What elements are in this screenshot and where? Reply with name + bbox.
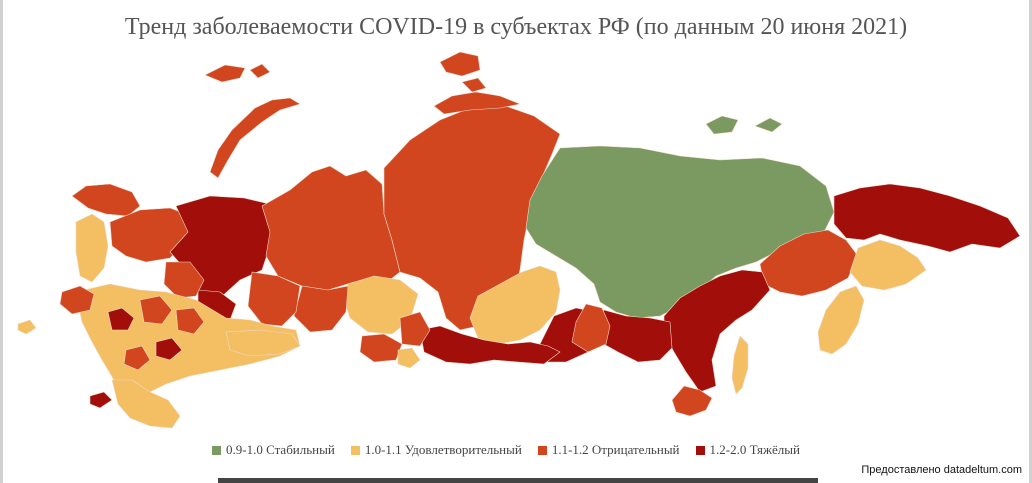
legend-item-severe: 1.2-2.0 Тяжёлый (695, 442, 800, 458)
bottom-scrollbar (218, 478, 818, 483)
legend-label-severe: 1.2-2.0 Тяжёлый (709, 442, 800, 457)
region-south-siberia-strip (419, 325, 561, 365)
region-volga-a (139, 295, 173, 325)
region-irkutsk (469, 265, 561, 345)
region-leningrad (59, 285, 95, 315)
region-novaya-zemlya (209, 97, 301, 179)
region-rostov (123, 345, 151, 371)
region-komi-nenets (169, 195, 291, 301)
region-volga-c (155, 337, 183, 361)
legend-label-stable: 0.9-1.0 Стабильный (226, 442, 335, 457)
credit-text: Предоставлено datadeltum.com (861, 464, 1022, 476)
region-yakutia (525, 145, 835, 319)
region-volga-b (175, 307, 205, 335)
legend-swatch-negative (537, 445, 547, 455)
map-legend: 0.9-1.0 Стабильный 1.0-1.1 Удовлетворите… (212, 442, 800, 458)
legend-label-satisfactory: 1.0-1.1 Удовлетворительный (364, 442, 522, 457)
legend-item-negative: 1.1-1.2 Отрицательный (537, 442, 680, 458)
region-south-russia (111, 379, 181, 429)
legend-swatch-stable (212, 445, 221, 455)
russia-regions-map (17, 51, 1021, 429)
region-new-siberian-islands (705, 115, 783, 135)
legend-item-stable: 0.9-1.0 Стабильный (212, 442, 335, 458)
region-kirov (163, 261, 205, 299)
region-moscow (107, 307, 135, 331)
region-omsk (397, 347, 421, 369)
window-frame-left (0, 0, 3, 483)
region-chukotka (833, 183, 1021, 253)
region-small-arctic-island (461, 77, 487, 93)
region-severnaya-zemlya (439, 51, 481, 77)
region-sverdlovsk (247, 271, 301, 327)
region-tyumen (293, 285, 349, 333)
legend-item-satisfactory: 1.0-1.1 Удовлетворительный (350, 442, 522, 458)
window-frame-right (1029, 0, 1032, 483)
legend-swatch-severe (695, 445, 705, 455)
region-primorye (671, 385, 713, 417)
region-taymyr-north (433, 91, 521, 115)
map-title: Тренд заболеваемости COVID-19 в субъекта… (124, 14, 908, 40)
region-kamchatka-peninsula (817, 285, 865, 355)
region-buryatia (571, 303, 611, 353)
legend-label-negative: 1.1-1.2 Отрицательный (551, 442, 680, 457)
legend-swatch-satisfactory (350, 445, 360, 455)
region-altai (359, 333, 403, 363)
region-arctic-islands-west (204, 63, 271, 83)
region-kamchatka (849, 239, 927, 291)
region-orenburg (225, 329, 301, 357)
region-crimea (89, 391, 113, 409)
region-karelia (75, 213, 109, 283)
region-yamal-khanty (261, 165, 401, 291)
region-central-russia (77, 283, 301, 405)
region-sakhalin (731, 335, 749, 395)
region-kemerovo (399, 311, 431, 347)
region-kaliningrad (17, 319, 37, 335)
region-murmansk (71, 183, 141, 217)
